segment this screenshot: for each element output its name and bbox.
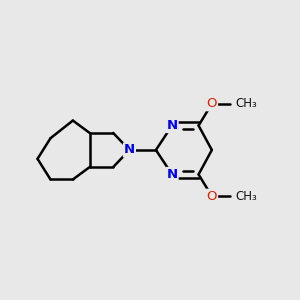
Text: N: N	[124, 143, 135, 157]
Text: CH₃: CH₃	[236, 97, 257, 110]
Text: N: N	[167, 119, 178, 132]
Text: O: O	[207, 97, 217, 110]
Text: N: N	[167, 168, 178, 181]
Text: CH₃: CH₃	[236, 190, 257, 203]
Text: O: O	[207, 190, 217, 203]
